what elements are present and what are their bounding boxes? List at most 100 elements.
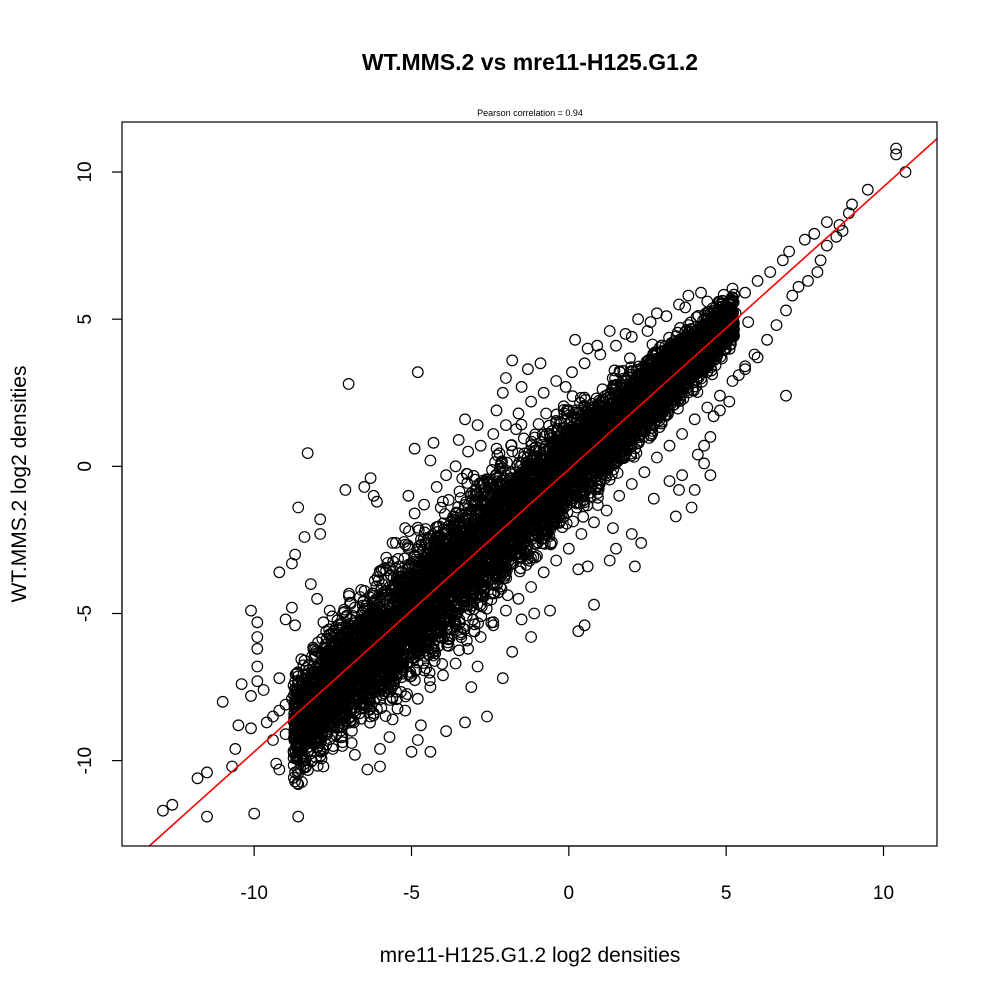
data-point [501,589,514,602]
data-point [401,629,414,642]
data-point [338,718,351,731]
data-point [430,532,443,544]
data-point [423,666,436,679]
data-point [295,653,308,666]
data-point [417,657,430,669]
data-point [465,590,478,602]
data-point [401,688,414,700]
data-point [437,495,449,508]
data-point [392,553,405,565]
data-point [375,582,388,595]
data-point [461,477,474,489]
data-point [434,549,447,561]
data-point [350,622,363,635]
data-point [289,733,302,745]
data-point [317,744,330,757]
data-point [322,699,335,712]
data-point [353,639,366,652]
data-point [386,564,399,576]
data-point [446,532,459,545]
data-point [432,630,445,642]
data-point [412,524,425,537]
data-point [382,614,395,627]
data-point [307,722,320,734]
data-point [465,531,478,543]
data-point [335,731,348,744]
data-point [287,771,300,784]
points-layer [156,142,912,823]
data-point [418,664,431,677]
data-point [460,467,473,480]
data-point [438,508,451,520]
data-point [382,686,395,698]
data-point [323,670,336,683]
data-point [428,655,441,667]
data-point [353,682,366,695]
data-point [420,601,432,614]
data-point [371,622,384,635]
data-point [385,591,398,604]
data-point [368,574,381,587]
data-point [320,625,333,638]
data-point [309,706,322,719]
data-point [391,702,404,715]
data-point [467,489,480,501]
data-point [320,657,333,670]
data-point [367,654,379,667]
data-point [540,407,552,420]
data-point [306,754,318,767]
chart-subtitle: Pearson correlation = 0.94 [477,108,583,118]
data-point [453,644,466,657]
data-point [377,563,390,575]
data-point [289,729,302,742]
data-point [366,680,379,693]
data-point [431,526,444,538]
data-point [449,615,462,628]
data-point [434,501,447,514]
data-point [367,695,380,707]
data-point [398,591,411,604]
data-point [396,656,409,669]
data-point [460,609,473,622]
data-point [429,647,442,660]
data-point [411,656,424,669]
data-point [384,694,396,706]
data-point [334,724,347,737]
data-point [431,625,443,637]
data-point [417,620,429,632]
data-point [368,638,381,650]
data-point [451,624,464,637]
data-point [337,607,350,619]
data-point [368,608,380,621]
data-point [453,485,466,498]
data-point [291,753,304,766]
data-point [465,540,478,552]
data-point [480,602,493,615]
data-point [390,685,403,698]
data-point [322,644,334,657]
data-point [422,549,435,561]
data-point [402,558,415,571]
data-point [445,591,457,604]
data-point [442,494,455,506]
data-point [384,562,397,575]
data-point [460,634,473,647]
data-point [399,690,412,703]
data-point [567,515,579,528]
data-point [449,546,461,559]
data-point [436,658,449,670]
data-point [462,517,475,530]
data-point [577,510,590,523]
data-point [384,620,397,633]
data-point [399,538,412,551]
data-point [441,630,454,642]
data-point [320,738,333,751]
data-point [467,613,480,626]
data-point [343,716,356,729]
data-point [336,736,349,749]
data-point [442,640,455,652]
data-point [383,667,396,680]
data-point [423,674,436,687]
data-point [429,569,442,582]
